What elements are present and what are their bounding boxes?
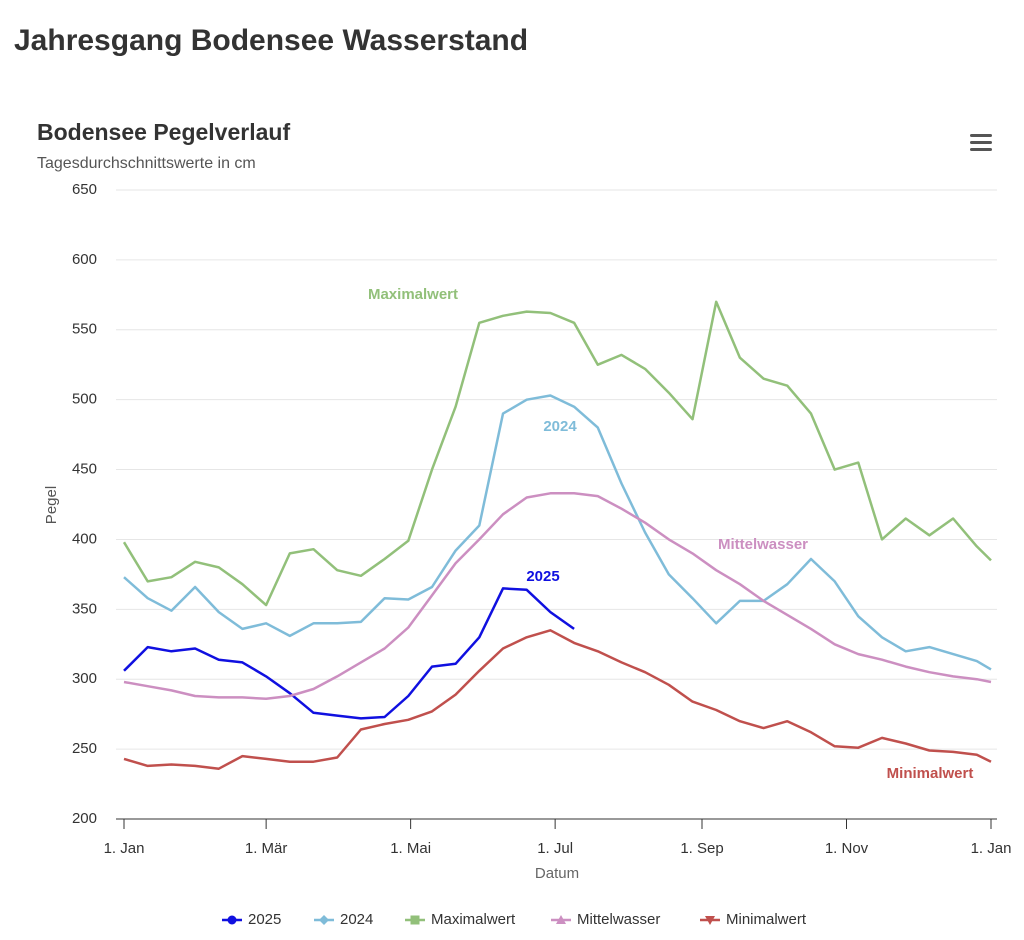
y-tick-label: 250	[72, 740, 97, 757]
series-line	[123, 394, 992, 671]
legend-marker	[556, 915, 566, 924]
series-line	[123, 492, 992, 701]
x-tick-label: 1. Jul	[537, 840, 573, 857]
series-line	[123, 629, 992, 770]
legend-label: Mittelwasser	[577, 911, 660, 928]
y-tick-label: 200	[72, 810, 97, 827]
legend-item[interactable]: Mittelwasser	[551, 911, 660, 928]
x-tick-label: 1. Jan	[104, 840, 145, 857]
y-tick-label: 550	[72, 321, 97, 338]
legend-item[interactable]: 2024	[314, 911, 373, 928]
y-tick-label: 350	[72, 600, 97, 617]
y-tick-label: 400	[72, 530, 97, 547]
x-axis-label: Datum	[535, 865, 579, 882]
legend-label: 2024	[340, 911, 373, 928]
legend-label: 2025	[248, 911, 281, 928]
series-label: Maximalwert	[368, 286, 458, 303]
legend-item[interactable]: Maximalwert	[405, 911, 516, 928]
chart-subtitle: Tagesdurchschnittswerte in cm	[37, 155, 256, 172]
y-tick-label: 650	[72, 181, 97, 198]
series-label: 2025	[526, 568, 559, 585]
x-tick-label: 1. Nov	[825, 840, 869, 857]
chart-title: Bodensee Pegelverlauf	[37, 119, 290, 145]
x-tick-label: 1. Jan	[971, 840, 1012, 857]
series-label: Minimalwert	[887, 765, 974, 782]
page-title: Jahresgang Bodensee Wasserstand	[14, 24, 529, 57]
menu-button[interactable]	[966, 128, 996, 156]
menu-bar	[970, 134, 992, 137]
x-tick-label: 1. Mär	[245, 840, 288, 857]
y-axis-label: Pegel	[43, 486, 60, 524]
series-label: 2024	[543, 418, 577, 435]
series-label: Mittelwasser	[718, 536, 808, 553]
legend-marker	[227, 915, 237, 925]
legend-marker	[705, 916, 715, 925]
x-tick-label: 1. Mai	[390, 840, 431, 857]
series-line	[123, 587, 575, 720]
menu-bar	[970, 148, 992, 151]
series-line	[122, 300, 992, 607]
x-tick-label: 1. Sep	[680, 840, 723, 857]
legend-item[interactable]: 2025	[222, 911, 281, 928]
y-tick-label: 600	[72, 251, 97, 268]
y-tick-label: 450	[72, 461, 97, 478]
y-tick-label: 300	[72, 670, 97, 687]
legend-marker	[410, 915, 420, 925]
legend-item[interactable]: Minimalwert	[700, 911, 807, 928]
legend-label: Maximalwert	[431, 911, 516, 928]
legend-marker	[319, 915, 329, 925]
y-tick-label: 500	[72, 391, 97, 408]
menu-bar	[970, 141, 992, 144]
legend-label: Minimalwert	[726, 911, 807, 928]
